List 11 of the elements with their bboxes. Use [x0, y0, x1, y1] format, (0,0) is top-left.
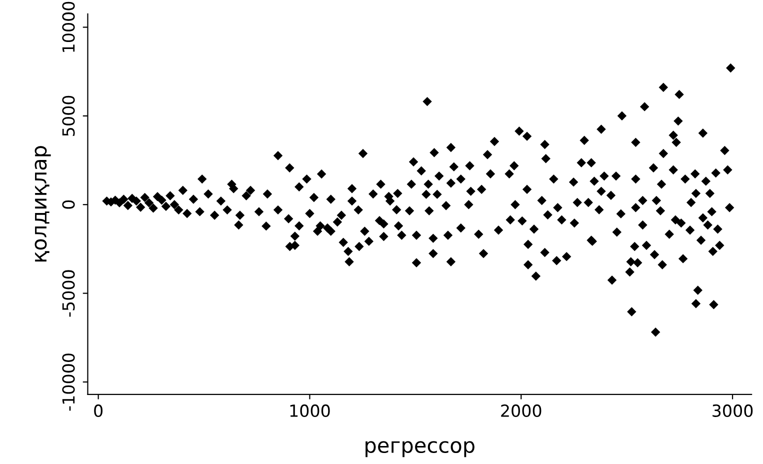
x-axis-title: регрессор [366, 441, 474, 458]
y-tick-label: 5000 [62, 96, 75, 136]
x-tick-label: 3000 [712, 404, 753, 418]
x-tick-label: 2000 [501, 404, 542, 418]
y-tick-label: 10000 [62, 2, 75, 52]
y-tick-label: 0 [62, 200, 75, 209]
y-axis-title: қолдиқлар [34, 146, 51, 262]
x-tick-label: 0 [94, 404, 103, 418]
y-tick-label: -5000 [62, 270, 75, 317]
x-tick-label: 1000 [290, 404, 330, 418]
y-tick-label: -10000 [62, 354, 75, 411]
